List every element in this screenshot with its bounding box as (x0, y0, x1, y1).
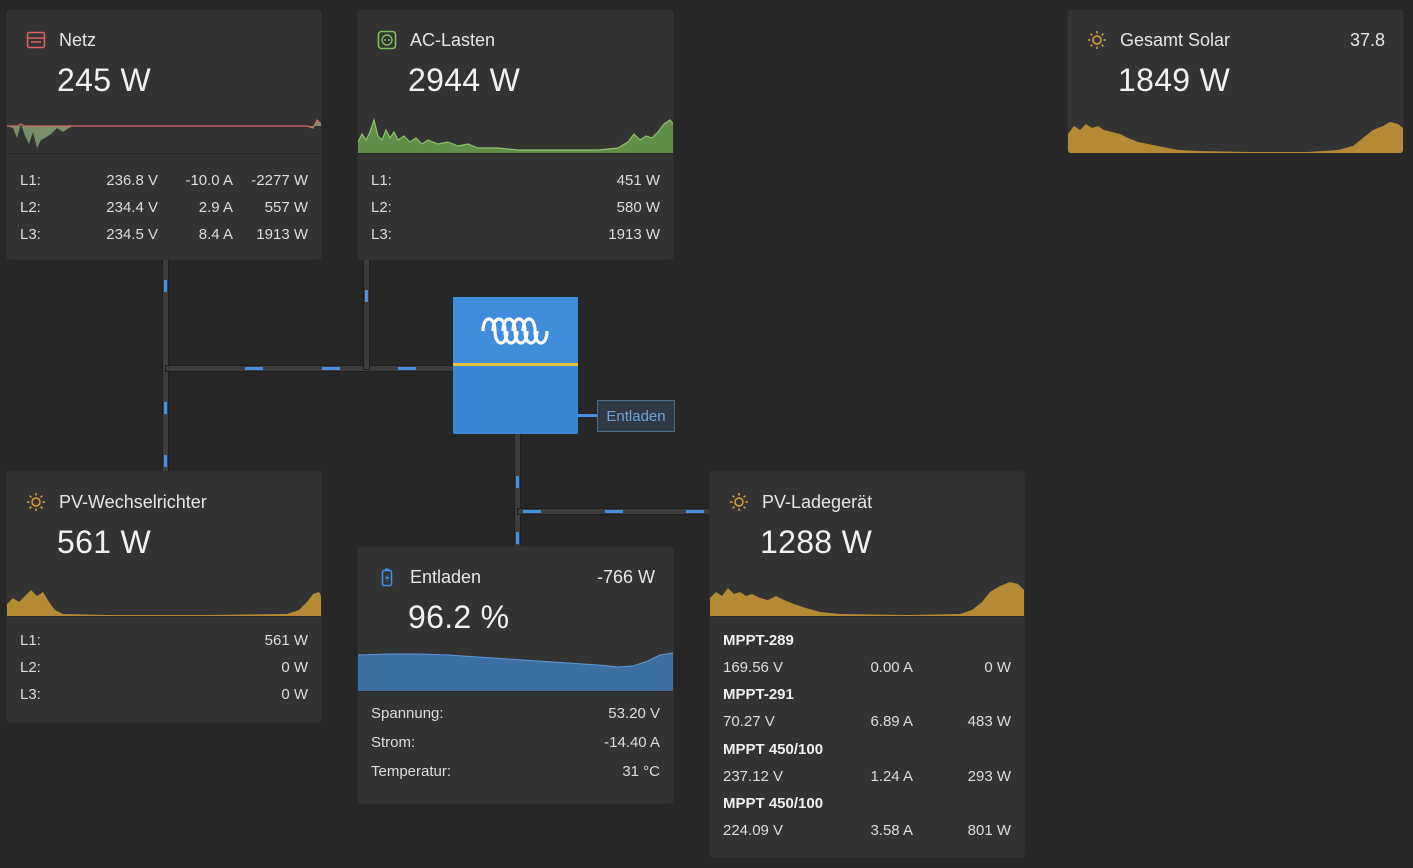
grid-card[interactable]: Netz 245 W L1: 236.8 V -10.0 A -2277 W L… (7, 10, 321, 259)
mppt-3-values: 237.12 V 1.24 A 293 W (723, 768, 1011, 785)
grid-icon (25, 29, 47, 51)
flow-dot (322, 367, 340, 370)
flow-dot (245, 367, 263, 370)
ac-loads-row-l3: L3: 1913 W (371, 226, 660, 243)
plug-icon (376, 29, 398, 51)
ac-loads-row-l2: L2: 580 W (371, 199, 660, 216)
flow-dot (686, 510, 704, 513)
wire-ac-loads (363, 258, 370, 370)
battery-soc-chart (358, 652, 673, 691)
battery-power: -766 W (596, 567, 655, 587)
mppt-1-values: 169.56 V 0.00 A 0 W (723, 659, 1011, 676)
sun-icon (1086, 29, 1108, 51)
pv-charger-chart (710, 582, 1024, 616)
pv-inverter-title: PV-Wechselrichter (59, 491, 207, 512)
pv-inverter-row-l2: L2: 0 W (20, 659, 308, 676)
flow-dot (164, 280, 167, 292)
flow-dot (164, 402, 167, 414)
flow-dot (516, 476, 519, 488)
pv-inverter-card[interactable]: PV-Wechselrichter 561 W L1: 561 W L2: 0 … (7, 472, 321, 722)
pv-inverter-power: 561 W (57, 524, 151, 560)
flow-dot (365, 290, 368, 302)
flow-dot (516, 532, 519, 544)
grid-power: 245 W (57, 62, 151, 98)
grid-row-l2: L2: 234.4 V 2.9 A 557 W (20, 199, 308, 216)
ac-loads-chart (358, 117, 673, 154)
battery-row-current: Strom: -14.40 A (371, 734, 660, 751)
wire-state (577, 414, 598, 417)
ac-loads-row-l1: L1: 451 W (371, 172, 660, 189)
victron-logo-icon (481, 317, 549, 345)
pv-inverter-row-l1: L1: 561 W (20, 632, 308, 649)
ac-loads-power: 2944 W (408, 62, 521, 98)
mppt-4-values: 224.09 V 3.58 A 801 W (723, 822, 1011, 839)
mppt-3-name: MPPT 450/100 (723, 741, 824, 758)
pv-charger-card[interactable]: PV-Ladegerät 1288 W MPPT-289 169.56 V 0.… (710, 472, 1024, 857)
flow-dot (398, 367, 416, 370)
flow-dot (164, 455, 167, 467)
inverter[interactable] (453, 297, 578, 434)
pv-charger-title: PV-Ladegerät (762, 491, 873, 512)
ac-loads-title: AC-Lasten (410, 29, 496, 50)
wire-dc (514, 432, 521, 548)
mppt-1-name: MPPT-289 (723, 632, 794, 649)
flow-dot (605, 510, 623, 513)
ac-loads-card[interactable]: AC-Lasten 2944 W L1: 451 W L2: 580 W L3:… (358, 10, 673, 259)
battery-card[interactable]: Entladen -766 W 96.2 % Spannung: 53.20 V… (358, 547, 673, 803)
battery-row-voltage: Spannung: 53.20 V (371, 705, 660, 722)
total-solar-chart (1068, 122, 1403, 153)
battery-title: Entladen (410, 566, 482, 587)
total-solar-title: Gesamt Solar (1120, 29, 1231, 50)
grid-chart (7, 118, 321, 148)
inverter-state-badge: Entladen (597, 400, 675, 432)
mppt-2-name: MPPT-291 (723, 686, 794, 703)
total-solar-card[interactable]: Gesamt Solar 37.8 1849 W (1068, 10, 1403, 153)
battery-icon (376, 566, 398, 588)
sun-icon (728, 491, 750, 513)
grid-title: Netz (59, 29, 97, 50)
sun-icon (25, 491, 47, 513)
pv-inverter-row-l3: L3: 0 W (20, 686, 308, 703)
total-solar-yield: 37.8 (1349, 30, 1385, 50)
mppt-2-values: 70.27 V 6.89 A 483 W (723, 713, 1011, 730)
battery-soc: 96.2 % (408, 599, 510, 635)
pv-inverter-chart (7, 590, 321, 616)
grid-row-l3: L3: 234.5 V 8.4 A 1913 W (20, 226, 308, 243)
grid-row-l1: L1: 236.8 V -10.0 A -2277 W (20, 172, 308, 189)
flow-dot (523, 510, 541, 513)
battery-row-temperature: Temperatur: 31 °C (371, 763, 660, 780)
pv-charger-power: 1288 W (760, 524, 873, 560)
mppt-4-name: MPPT 450/100 (723, 795, 824, 812)
total-solar-power: 1849 W (1118, 62, 1231, 98)
